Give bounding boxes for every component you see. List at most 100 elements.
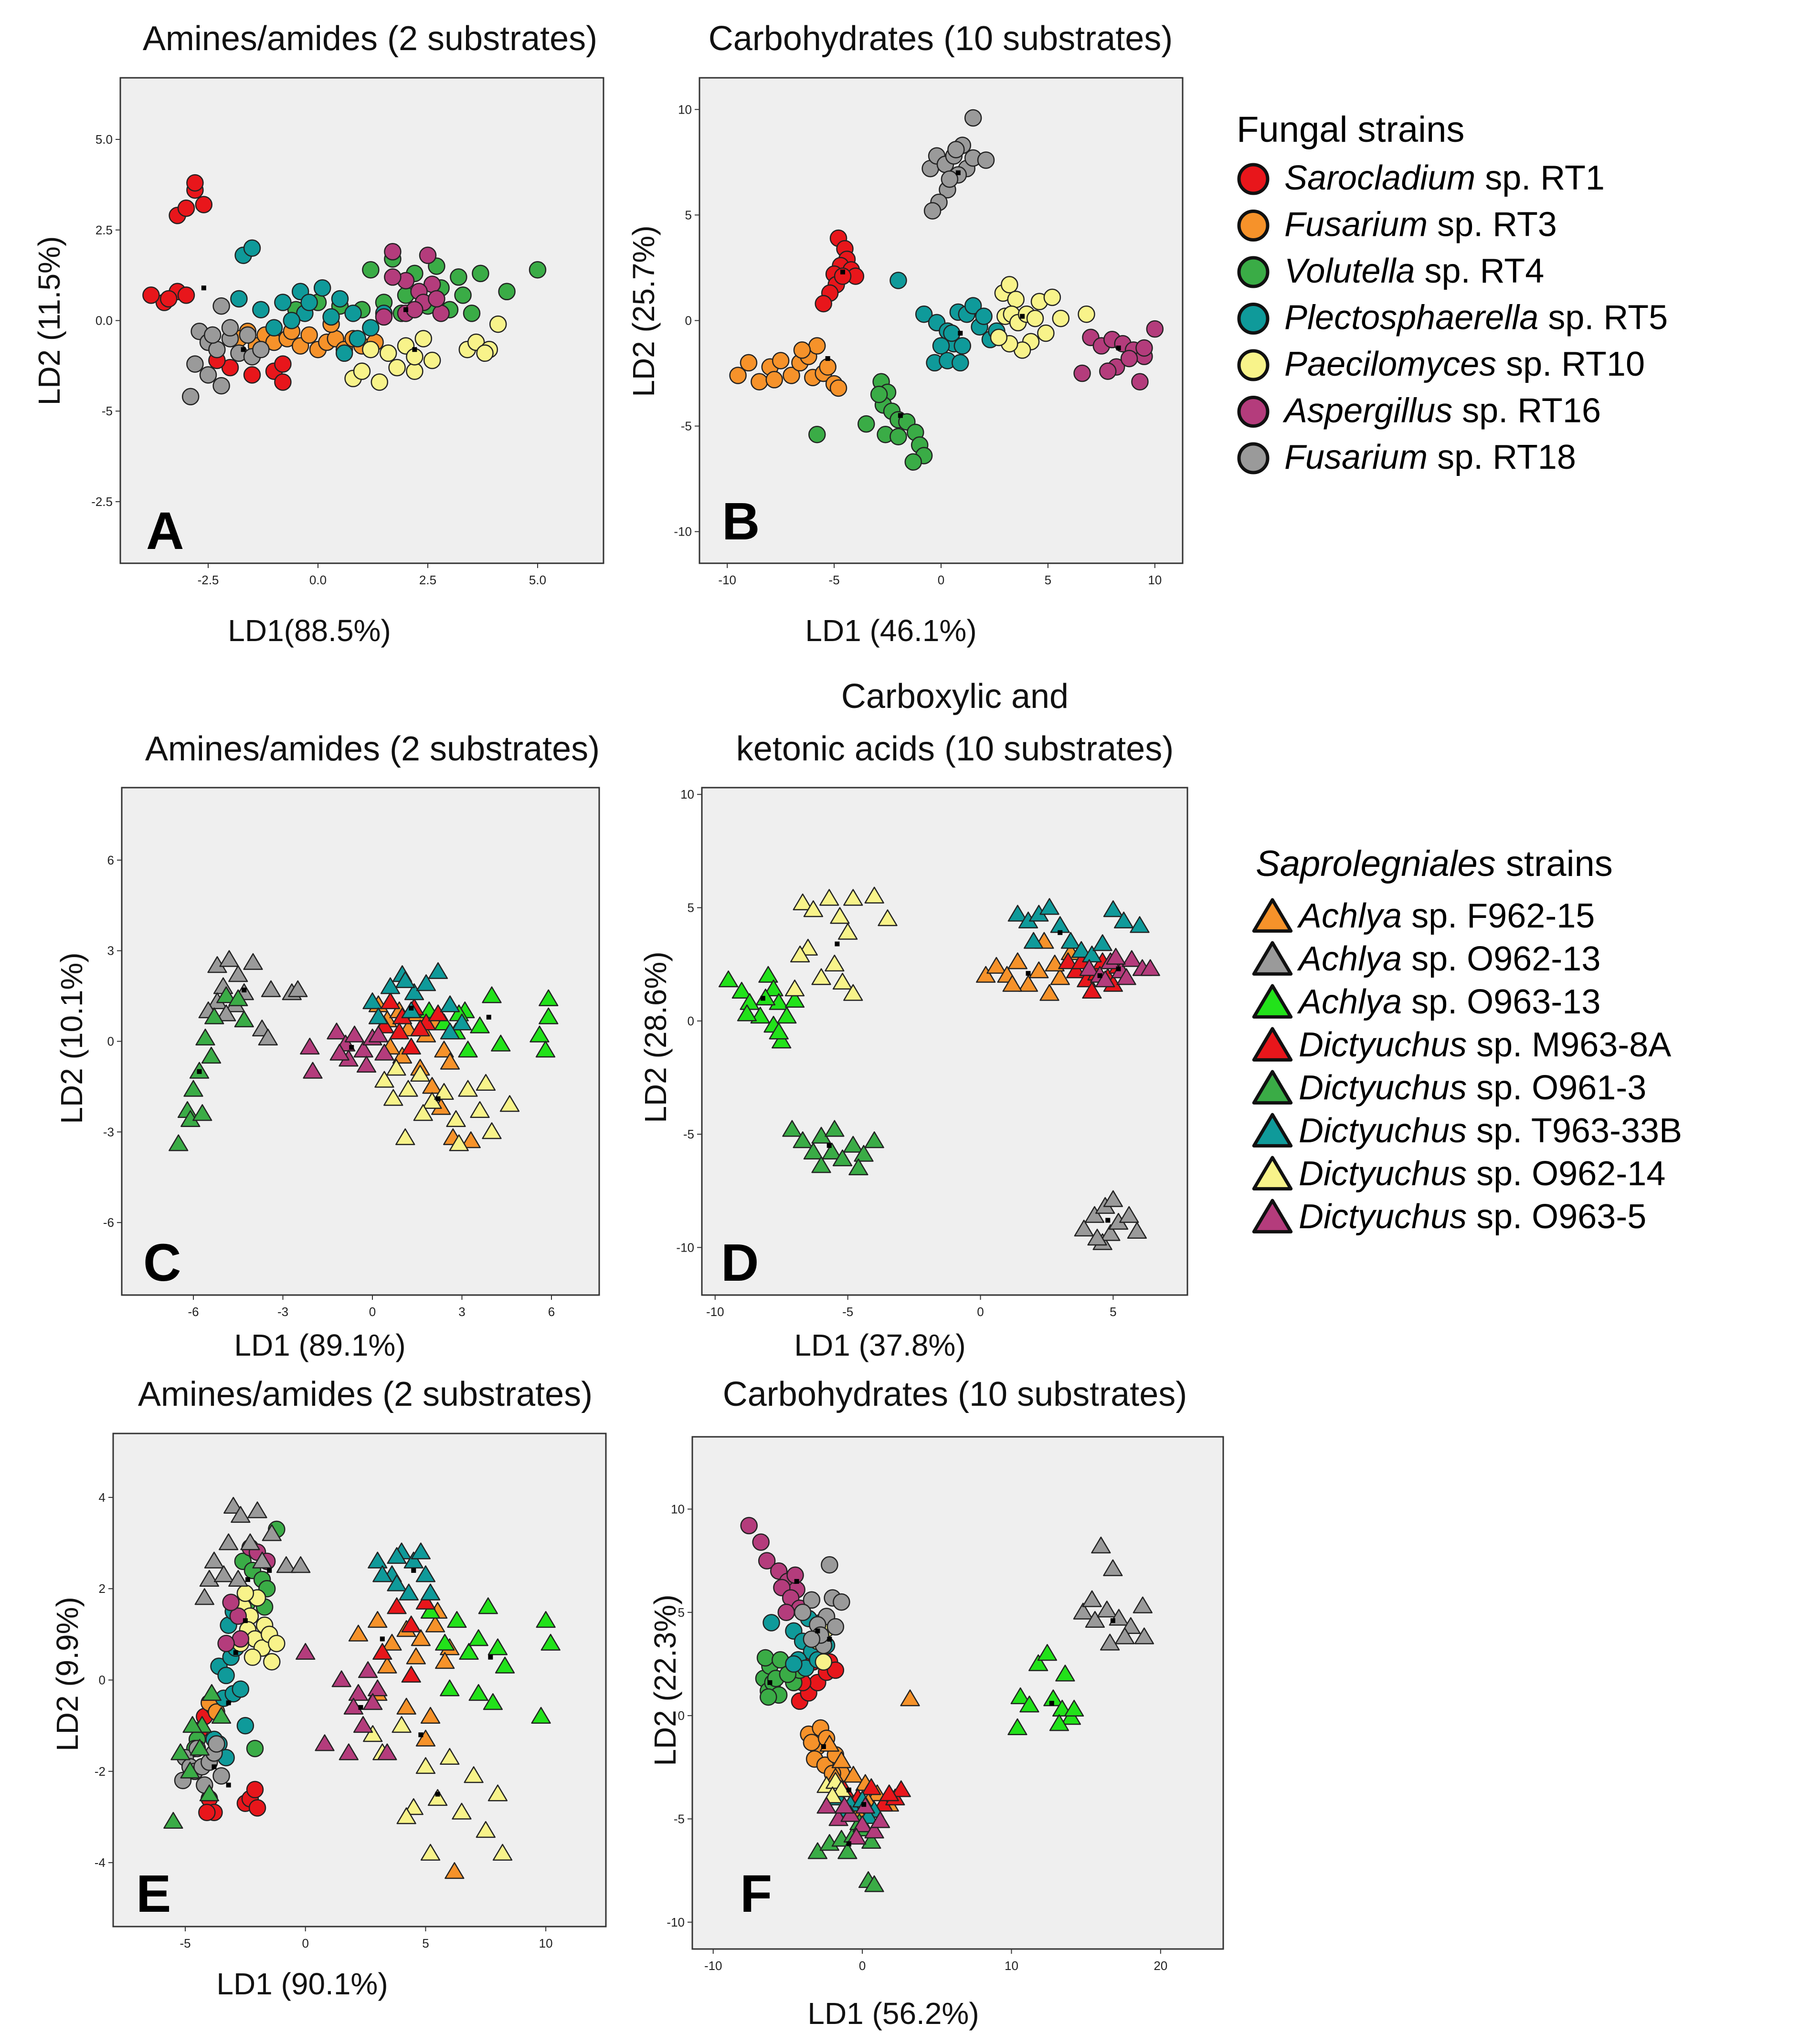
legend-entry-label: Achlya sp. O962-13 [1297, 940, 1600, 978]
panel-title-line-1: Carboxylic and [841, 677, 1069, 716]
data-point-triangle [411, 1542, 431, 1559]
data-point-triangle [192, 1104, 212, 1121]
data-point-circle [808, 337, 826, 355]
data-point-triangle [825, 1120, 845, 1137]
data-point-triangle [1119, 1206, 1139, 1223]
data-point-triangle [1079, 959, 1100, 976]
data-point-triangle [440, 1022, 460, 1040]
data-point-triangle [1002, 975, 1022, 992]
data-point-triangle [401, 1037, 421, 1055]
group-centroid [1097, 973, 1102, 978]
data-point-triangle [811, 968, 831, 985]
y-tick-label: 5 [678, 1605, 685, 1620]
y-tick-label: 0 [688, 1014, 694, 1028]
data-point-triangle [837, 1842, 858, 1859]
data-point-circle [246, 1739, 264, 1758]
data-point-triangle [861, 1832, 881, 1849]
group-centroid [212, 1764, 217, 1770]
group-centroid [1049, 1701, 1054, 1706]
data-point-triangle [531, 1707, 551, 1724]
data-point-triangle [368, 1025, 389, 1043]
data-point-circle [1131, 373, 1149, 390]
data-point-circle [199, 366, 217, 384]
legend-entry-label: Fusarium sp. RT18 [1284, 438, 1576, 476]
data-point-triangle [374, 1071, 394, 1088]
y-axis-label: LD2 (9.9%) [50, 1597, 85, 1751]
data-point-circle [244, 1648, 262, 1666]
data-point-triangle [234, 1010, 254, 1028]
data-point-triangle [401, 1665, 421, 1683]
data-point-circle [274, 294, 292, 311]
panel-label: C [143, 1233, 181, 1292]
data-point-circle [186, 355, 204, 373]
data-point-triangle [216, 1004, 236, 1022]
data-point-triangle [228, 965, 248, 982]
legend-genus: Achlya [1297, 897, 1402, 935]
data-point-triangle [772, 1032, 792, 1049]
legend-title-rest: strains [1496, 843, 1613, 884]
data-point-circle [263, 1653, 281, 1671]
x-tick-label: 6 [548, 1305, 555, 1319]
x-tick-label: 0.0 [309, 573, 327, 587]
data-point-triangle [1082, 945, 1102, 963]
legend-marker-triangle [1252, 1027, 1293, 1062]
data-point-triangle [1039, 984, 1059, 1001]
data-point-triangle [864, 1875, 884, 1892]
data-point-circle [142, 286, 160, 304]
data-point-circle [344, 305, 362, 322]
data-point-triangle [848, 1159, 868, 1176]
legend-entry-label: Achlya sp. O963-13 [1297, 983, 1600, 1021]
legend-marker-triangle [1252, 1113, 1293, 1148]
data-point-triangle [459, 1643, 479, 1660]
x-tick-label: 3 [458, 1305, 465, 1319]
data-point-circle [794, 1603, 812, 1622]
panel-title: Amines/amides (2 substrates) [145, 730, 600, 768]
y-axis-label: LD2 (28.6%) [638, 951, 673, 1123]
data-point-circle [217, 1634, 235, 1653]
data-point-triangle [395, 971, 415, 988]
data-point-triangle [243, 953, 263, 970]
data-point-triangle [411, 1629, 431, 1646]
data-point-triangle [482, 1122, 502, 1139]
data-point-circle [384, 268, 402, 286]
y-tick-label: 0 [107, 1034, 114, 1049]
data-point-triangle [846, 1828, 867, 1845]
data-point-circle [313, 279, 331, 297]
plot-area [112, 1433, 607, 1928]
scatter-points: -10 -5 0 5 10 5 0 -5 -10 [676, 787, 1160, 1319]
data-point-circle [232, 1680, 250, 1698]
x-tick-label: 0 [977, 1305, 984, 1319]
data-point-triangle [231, 1506, 251, 1523]
data-point-triangle [777, 1007, 797, 1024]
group-centroid [267, 1568, 272, 1573]
legend-genus: Dictyuchus [1299, 1155, 1467, 1193]
data-point-triangle [482, 986, 502, 1003]
data-point-triangle [1116, 968, 1136, 985]
legend-marker-circle [1237, 256, 1270, 288]
data-point-circle [821, 1556, 838, 1574]
data-point-triangle [228, 1570, 248, 1587]
data-point-triangle [769, 993, 789, 1010]
legend-genus: Dictyuchus [1299, 1198, 1467, 1236]
data-point-triangle [372, 1643, 392, 1660]
data-point-triangle [387, 1597, 407, 1614]
data-point-circle [904, 453, 922, 471]
legend-marker-triangle [1252, 1070, 1293, 1105]
data-point-circle [923, 202, 942, 220]
data-point-circle [729, 367, 747, 384]
data-point-circle [1026, 309, 1044, 327]
data-point-triangle [1049, 1714, 1069, 1731]
data-point-circle [1073, 364, 1091, 382]
data-point-circle [1146, 320, 1164, 338]
data-point-circle [362, 261, 380, 279]
y-tick-label: 0.0 [95, 314, 113, 328]
data-point-circle [463, 305, 481, 322]
data-point-triangle [353, 1041, 373, 1058]
data-point-triangle [1007, 1718, 1027, 1735]
data-point-circle [229, 1607, 247, 1625]
group-centroid [201, 285, 206, 291]
scatter-points: -6 -3 0 3 6 6 3 0 -3 -6 [103, 853, 559, 1319]
data-point-triangle [204, 1551, 224, 1569]
legend-entry-label: Dictyuchus sp. O962-14 [1299, 1155, 1665, 1193]
